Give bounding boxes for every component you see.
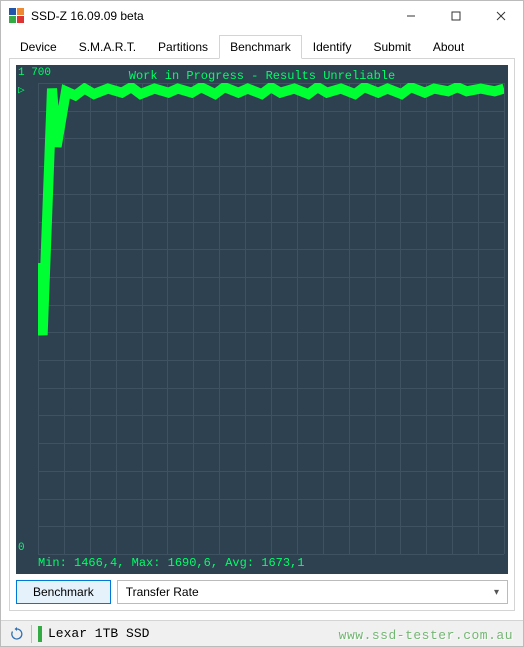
y-axis-min: 0 [18, 542, 25, 554]
window-controls [388, 1, 523, 31]
chart-title: Work in Progress - Results Unreliable [16, 69, 508, 83]
tab-partitions[interactable]: Partitions [147, 35, 219, 59]
status-device-name: Lexar 1TB SSD [48, 626, 149, 641]
chevron-down-icon: ▾ [494, 587, 499, 598]
watermark-text: www.ssd-tester.com.au [339, 628, 513, 643]
app-window: SSD-Z 16.09.09 beta Device S.M.A.R.T. Pa… [0, 0, 524, 647]
chart-stats: Min: 1466,4, Max: 1690,6, Avg: 1673,1 [38, 556, 304, 570]
tab-identify[interactable]: Identify [302, 35, 363, 59]
tab-device[interactable]: Device [9, 35, 68, 59]
transfer-rate-select[interactable]: Transfer Rate ▾ [117, 580, 508, 604]
chart-line [38, 83, 504, 554]
close-button[interactable] [478, 1, 523, 31]
tab-submit[interactable]: Submit [362, 35, 421, 59]
minimize-button[interactable] [388, 1, 433, 31]
status-bar: Lexar 1TB SSD www.ssd-tester.com.au [1, 620, 523, 646]
window-title: SSD-Z 16.09.09 beta [31, 9, 388, 23]
tab-benchmark[interactable]: Benchmark [219, 35, 302, 59]
benchmark-controls: Benchmark Transfer Rate ▾ [16, 580, 508, 604]
titlebar: SSD-Z 16.09.09 beta [1, 1, 523, 31]
combo-selected-label: Transfer Rate [126, 585, 199, 599]
tab-strip: Device S.M.A.R.T. Partitions Benchmark I… [1, 31, 523, 59]
benchmark-chart: Work in Progress - Results Unreliable 1 … [16, 65, 508, 574]
status-divider [31, 625, 32, 643]
maximize-button[interactable] [433, 1, 478, 31]
tab-smart[interactable]: S.M.A.R.T. [68, 35, 147, 59]
y-axis-max: 1 700 [18, 67, 51, 79]
tab-about[interactable]: About [422, 35, 475, 59]
benchmark-panel: Work in Progress - Results Unreliable 1 … [9, 58, 515, 611]
status-indicator-icon [38, 626, 42, 642]
chart-marker-icon: ▷ [18, 83, 25, 97]
app-icon [9, 8, 25, 24]
refresh-icon[interactable] [9, 626, 25, 642]
benchmark-button[interactable]: Benchmark [16, 580, 111, 604]
